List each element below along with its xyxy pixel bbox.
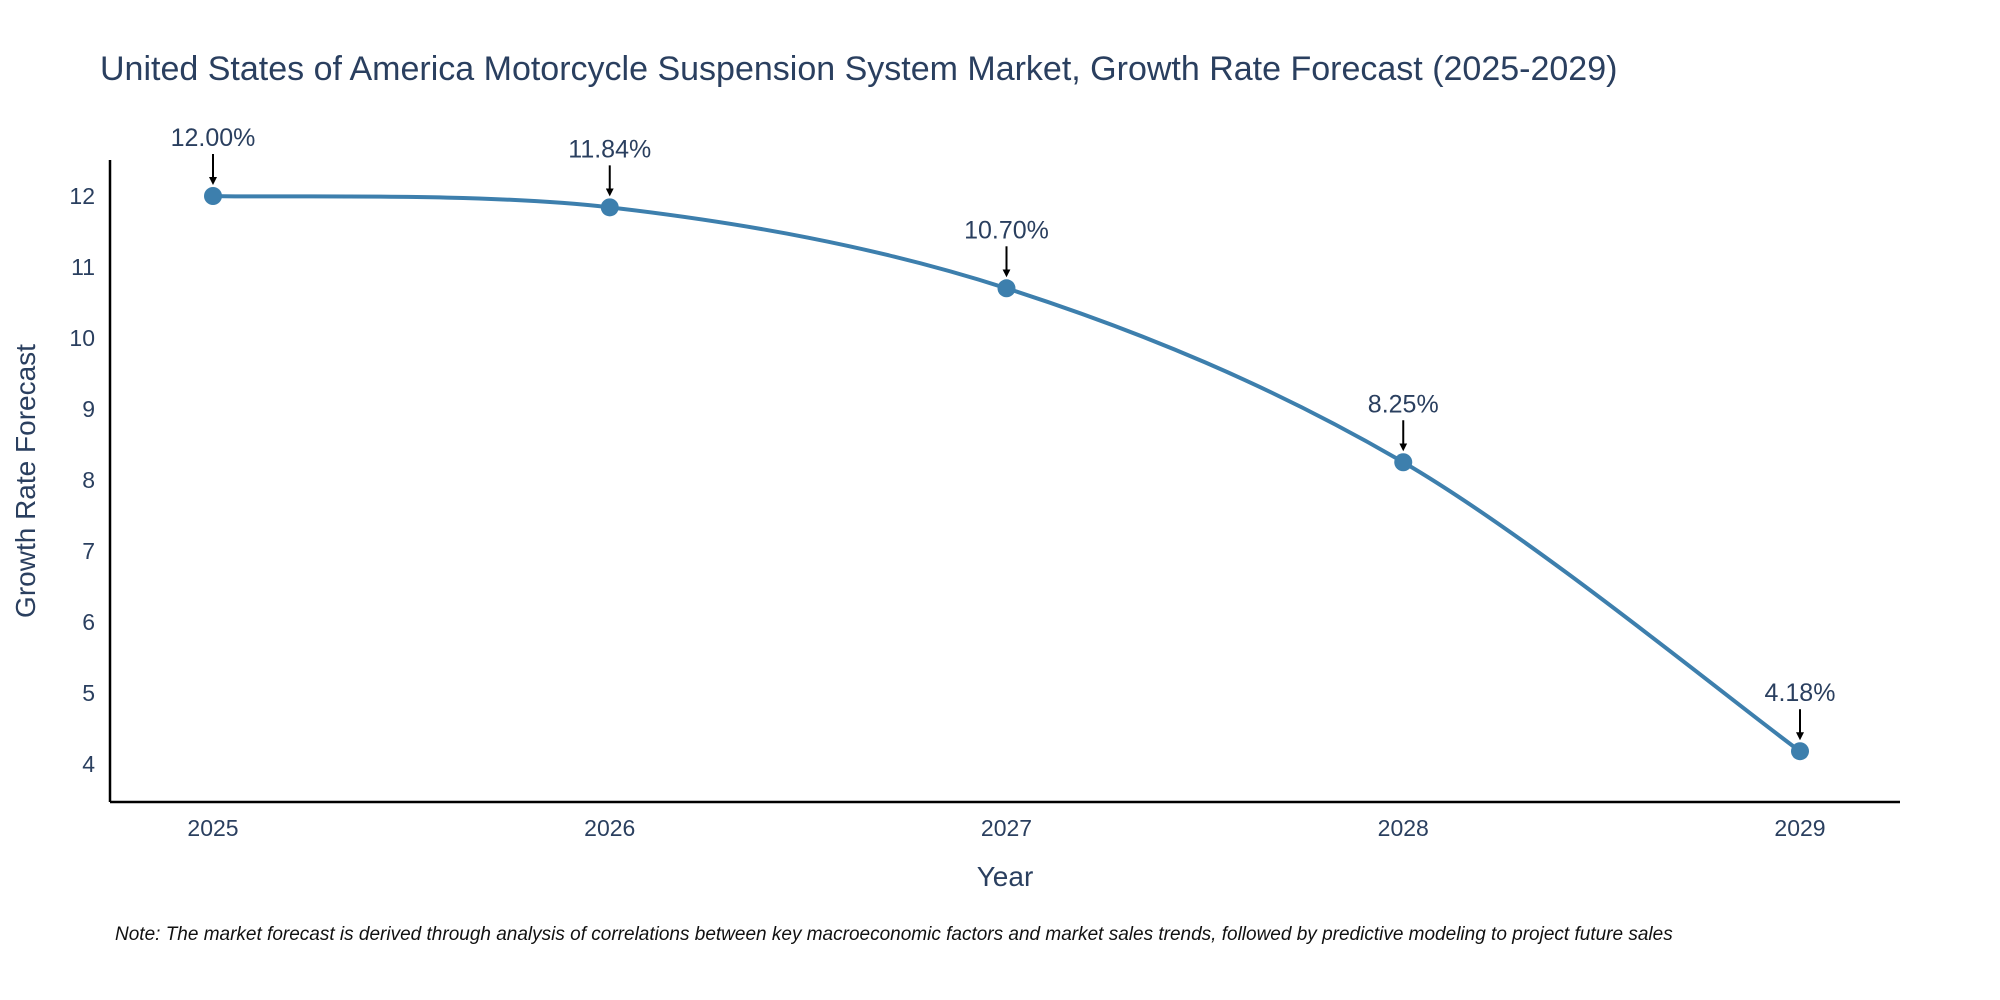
x-tick-label: 2025 bbox=[187, 815, 238, 841]
chart-title: United States of America Motorcycle Susp… bbox=[100, 50, 1617, 88]
x-tick-label: 2028 bbox=[1378, 815, 1429, 841]
data-label: 12.00% bbox=[171, 124, 256, 152]
data-point bbox=[600, 198, 619, 217]
data-point bbox=[204, 187, 222, 205]
x-tick-label: 2026 bbox=[584, 815, 635, 841]
data-point bbox=[1791, 742, 1809, 761]
data-label: 4.18% bbox=[1765, 679, 1836, 707]
x-axis-title: Year bbox=[977, 861, 1034, 892]
footnote: Note: The market forecast is derived thr… bbox=[115, 924, 1673, 945]
y-axis-title: Growth Rate Forecast bbox=[10, 344, 41, 618]
y-tick-label: 12 bbox=[69, 183, 95, 209]
series-line bbox=[212, 194, 1802, 753]
x-tick-label: 2029 bbox=[1774, 815, 1825, 841]
y-tick-label: 9 bbox=[82, 396, 95, 422]
y-axis-ticks: 4 5 6 7 8 9 10 11 12 bbox=[69, 183, 95, 777]
data-point bbox=[1394, 453, 1413, 472]
y-tick-label: 10 bbox=[69, 325, 95, 351]
x-tick-label: 2027 bbox=[981, 815, 1032, 841]
x-axis-ticks: 2025 2026 2027 2028 2029 bbox=[187, 815, 1825, 841]
data-point bbox=[997, 279, 1016, 298]
data-markers bbox=[204, 187, 1809, 761]
y-tick-label: 4 bbox=[82, 751, 95, 777]
data-annotations: 12.00% 11.84% 10.70% 8.25% 4.18% bbox=[171, 124, 1836, 741]
y-tick-label: 7 bbox=[82, 538, 95, 564]
data-label: 8.25% bbox=[1368, 390, 1439, 418]
y-tick-label: 5 bbox=[82, 680, 95, 706]
y-tick-label: 11 bbox=[71, 254, 95, 280]
y-tick-label: 6 bbox=[82, 609, 95, 635]
y-tick-label: 8 bbox=[82, 467, 95, 493]
data-label: 11.84% bbox=[568, 135, 651, 163]
data-label: 10.70% bbox=[964, 216, 1049, 244]
